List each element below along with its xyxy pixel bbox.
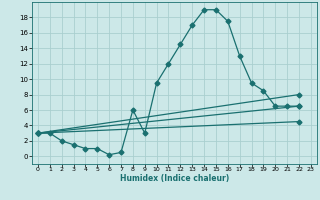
X-axis label: Humidex (Indice chaleur): Humidex (Indice chaleur): [120, 174, 229, 183]
